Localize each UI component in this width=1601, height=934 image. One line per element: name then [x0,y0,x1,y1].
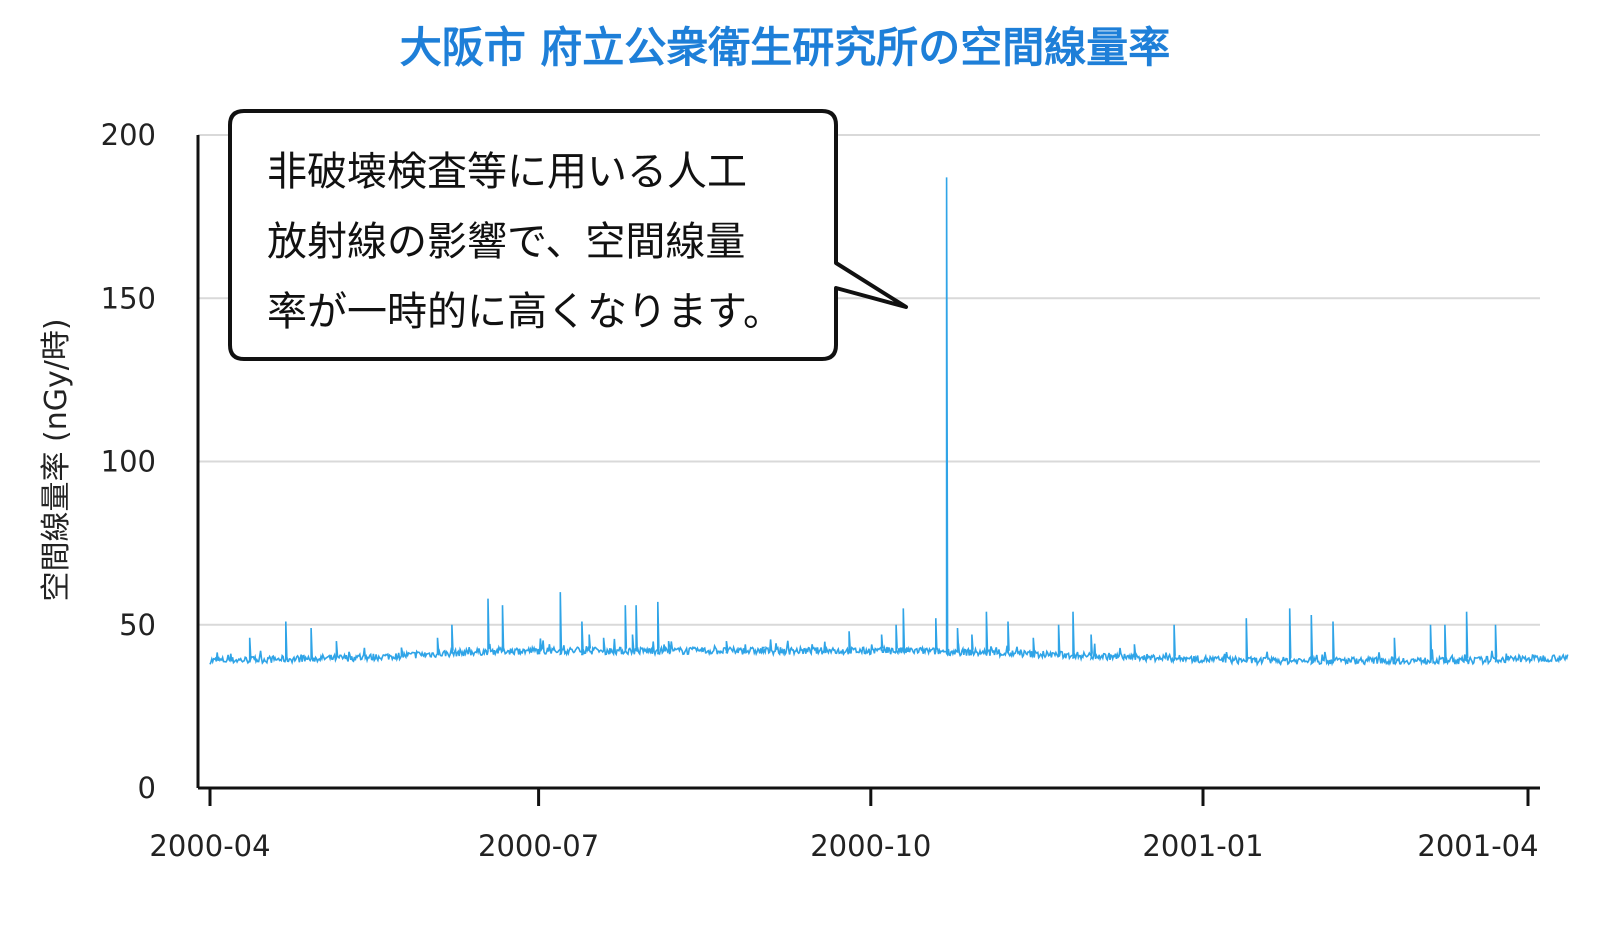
x-axis-ticks: 2000-04 2000-07 2000-10 2001-01 2001-04 [149,788,1539,863]
annotation-line-2: 放射線の影響で、空間線量 [267,219,745,265]
y-axis-ticks: 0 50 100 150 200 [101,118,156,805]
y-tick-label-0: 0 [138,771,156,805]
annotation-line-1: 非破壊検査等に用いる人工 [267,149,747,195]
chart-title: 大阪市 府立公衆衛生研究所の空間線量率 [400,23,1171,72]
x-tick-label-2000-10: 2000-10 [810,829,931,863]
series-dose-rate [209,177,1569,667]
y-tick-label-200: 200 [101,118,156,152]
x-tick-label-2000-07: 2000-07 [478,829,599,863]
series-line [209,177,1569,667]
x-tick-label-2001-04: 2001-04 [1417,829,1538,863]
y-tick-label-100: 100 [101,445,156,479]
x-tick-label-2001-01: 2001-01 [1142,829,1263,863]
y-tick-label-150: 150 [101,281,156,315]
callout-bubble [228,109,908,361]
x-tick-label-2000-04: 2000-04 [149,829,270,863]
axes [196,135,1540,790]
y-axis-label: 空間線量率 (nGy/時) [39,318,74,601]
y-tick-label-50: 50 [119,608,156,642]
annotation-line-3: 率が一時的に高くなります。 [267,289,783,335]
